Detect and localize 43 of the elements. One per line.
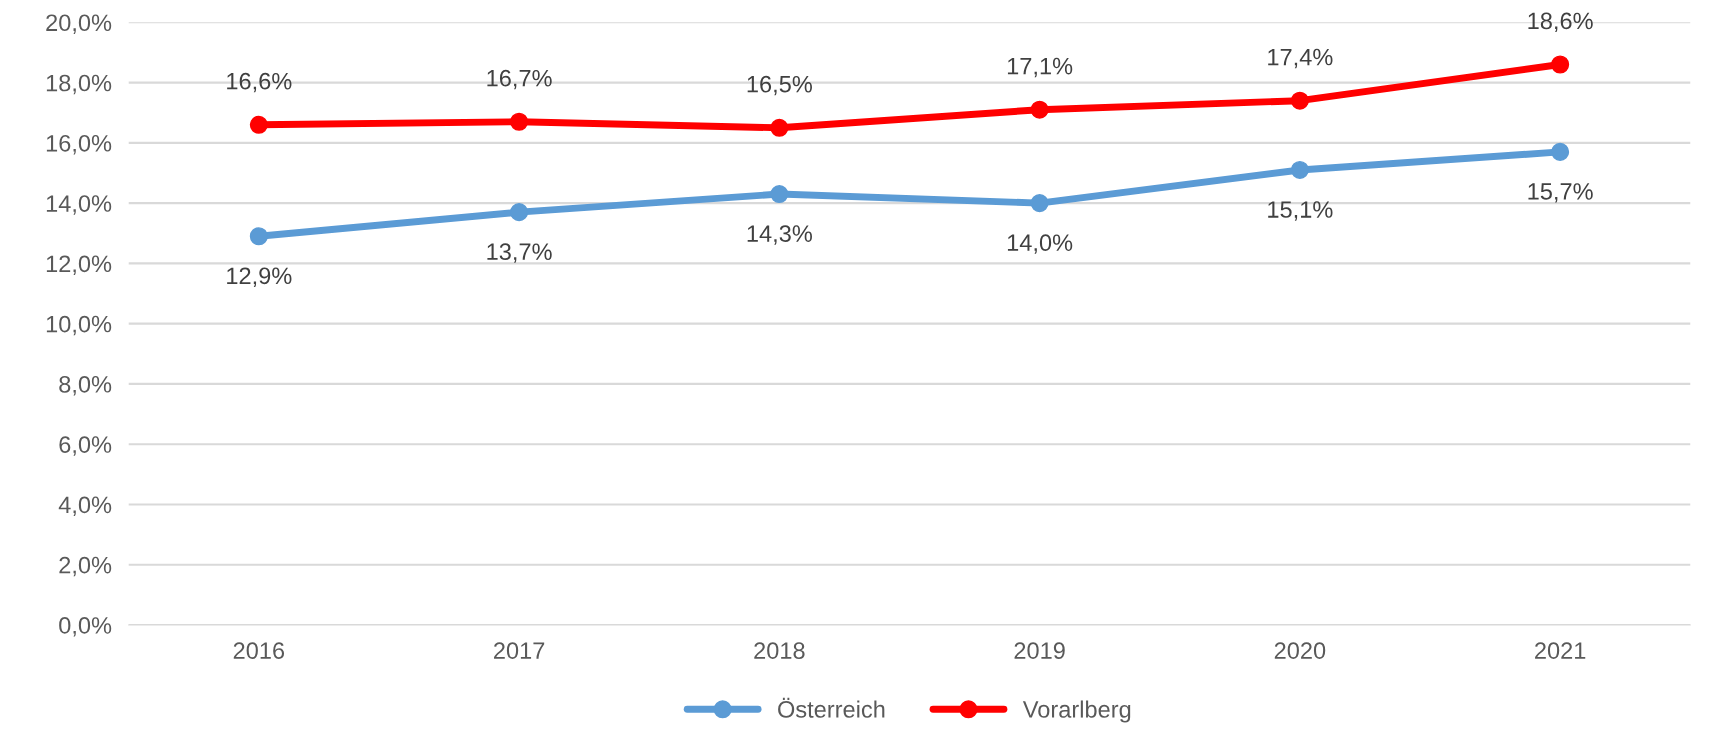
y-tick-label: 2,0% (59, 556, 112, 577)
point (1551, 142, 1570, 161)
data-label: 15,7% (1528, 183, 1593, 203)
legend-label: Vorarlberg (1022, 700, 1131, 723)
y-tick-label: 10,0% (46, 315, 112, 336)
point (1290, 91, 1309, 110)
point (1290, 160, 1309, 179)
x-tick-label: 2020 (1274, 642, 1326, 659)
point (249, 227, 268, 246)
point (770, 185, 789, 204)
legend-label: Österreich (778, 697, 885, 718)
data-label: 14,0% (1007, 234, 1073, 254)
data-label: 15,1% (1268, 201, 1333, 221)
point (770, 118, 789, 137)
point (249, 115, 268, 134)
data-label: 17,1% (1007, 57, 1073, 78)
point (1551, 55, 1570, 74)
data-label: 18,6% (1528, 12, 1593, 33)
y-tick-label: 0,0% (59, 617, 112, 637)
y-tick-label: 16,0% (46, 134, 112, 155)
y-tick-label: 12,0% (46, 255, 112, 275)
x-tick-label: 2019 (1014, 642, 1065, 659)
data-label: 16,6% (227, 72, 292, 93)
data-label: 13,7% (487, 243, 552, 263)
point (510, 112, 529, 131)
data-label: 16,7% (487, 69, 552, 90)
x-tick-label: 2021 (1535, 642, 1586, 659)
data-label: 14,3% (747, 225, 812, 245)
x-tick-label: 2017 (494, 642, 545, 659)
point (1030, 194, 1049, 213)
y-tick-label: 8,0% (59, 375, 112, 396)
y-tick-label: 20,0% (46, 14, 112, 34)
x-tick-label: 2016 (233, 642, 285, 659)
y-tick-label: 14,0% (46, 195, 112, 215)
y-tick-label: 4,0% (58, 496, 112, 517)
y-tick-label: 6,0% (59, 436, 112, 456)
point (510, 203, 529, 222)
y-tick-label: 18,0% (46, 74, 112, 95)
point (1030, 100, 1049, 119)
data-label: 17,4% (1268, 48, 1333, 69)
x-tick-label: 2018 (754, 642, 805, 659)
data-label: 16,5% (747, 75, 812, 96)
data-label: 12,9% (227, 267, 292, 287)
